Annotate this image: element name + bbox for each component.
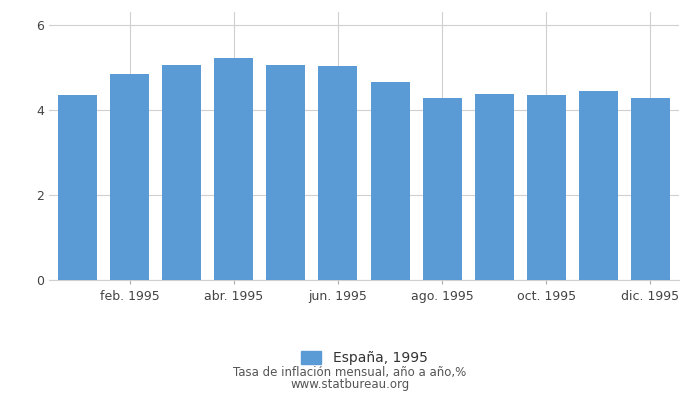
Bar bbox=[579, 91, 618, 280]
Bar bbox=[370, 82, 410, 280]
Bar bbox=[214, 58, 253, 280]
Bar bbox=[58, 95, 97, 280]
Bar bbox=[526, 95, 566, 280]
Text: www.statbureau.org: www.statbureau.org bbox=[290, 378, 410, 391]
Legend: España, 1995: España, 1995 bbox=[295, 346, 433, 371]
Bar bbox=[475, 94, 514, 280]
Bar bbox=[631, 98, 670, 280]
Bar bbox=[318, 66, 358, 280]
Bar bbox=[423, 98, 461, 280]
Text: Tasa de inflación mensual, año a año,%: Tasa de inflación mensual, año a año,% bbox=[233, 366, 467, 379]
Bar bbox=[162, 65, 202, 280]
Bar bbox=[267, 65, 305, 280]
Bar bbox=[110, 74, 149, 280]
